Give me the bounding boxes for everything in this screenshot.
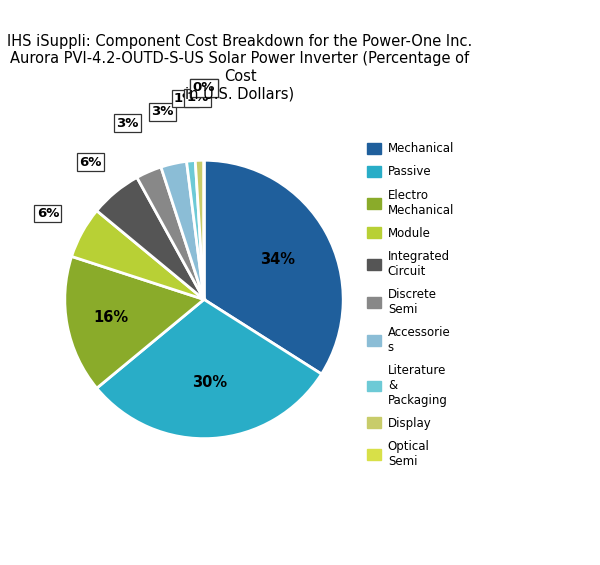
Wedge shape <box>187 160 204 299</box>
Wedge shape <box>161 162 204 299</box>
Text: 1%: 1% <box>187 91 209 104</box>
Text: 3%: 3% <box>116 116 139 129</box>
Legend: Mechanical, Passive, Electro
Mechanical, Module, Integrated
Circuit, Discrete
Se: Mechanical, Passive, Electro Mechanical,… <box>367 142 454 468</box>
Text: 6%: 6% <box>79 156 101 169</box>
Text: 6%: 6% <box>37 207 59 220</box>
Wedge shape <box>97 177 204 299</box>
Wedge shape <box>204 160 343 374</box>
Text: 0%: 0% <box>193 81 215 94</box>
Text: 3%: 3% <box>151 106 173 119</box>
Text: 16%: 16% <box>94 310 128 325</box>
Wedge shape <box>137 167 204 299</box>
Wedge shape <box>195 160 204 299</box>
Text: 30%: 30% <box>191 375 227 390</box>
Text: 0%: 0% <box>193 81 215 94</box>
Wedge shape <box>65 257 204 388</box>
Text: IHS iSuppli: Component Cost Breakdown for the Power-One Inc.
Aurora PVI-4.2-OUTD: IHS iSuppli: Component Cost Breakdown fo… <box>7 34 473 101</box>
Wedge shape <box>71 211 204 299</box>
Text: 1%: 1% <box>174 92 196 105</box>
Text: 34%: 34% <box>260 252 295 267</box>
Wedge shape <box>97 299 322 438</box>
